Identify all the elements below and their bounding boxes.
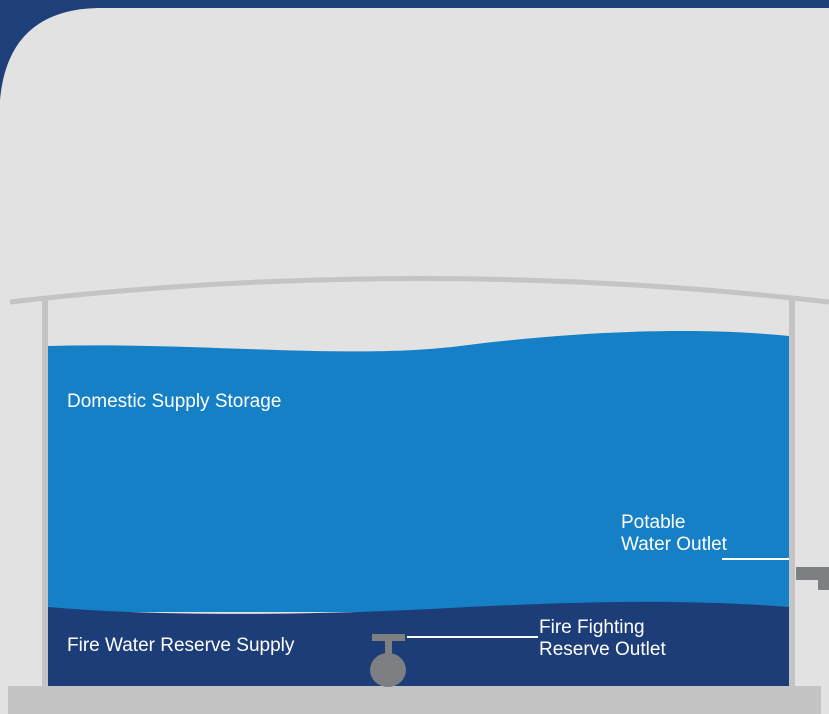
fire-outlet-label-line2: Reserve Outlet bbox=[539, 639, 666, 660]
tank-base bbox=[8, 686, 821, 714]
fire-reserve-water bbox=[48, 601, 789, 686]
tank-left-wall bbox=[42, 300, 48, 686]
potable-water-outlet-label: Potable Water Outlet bbox=[621, 512, 727, 556]
fire-fighting-reserve-outlet-label: Fire Fighting Reserve Outlet bbox=[539, 617, 666, 661]
tank-right-wall bbox=[789, 300, 795, 686]
domestic-water bbox=[48, 331, 789, 612]
potable-outlet-label-line1: Potable bbox=[621, 512, 686, 533]
fire-outlet-label-line1: Fire Fighting bbox=[539, 617, 645, 638]
potable-outlet-pipe bbox=[796, 567, 829, 590]
domestic-supply-storage-label: Domestic Supply Storage bbox=[67, 391, 282, 412]
fire-water-reserve-supply-label: Fire Water Reserve Supply bbox=[67, 635, 295, 656]
potable-outlet-label-line2: Water Outlet bbox=[621, 534, 727, 555]
fire-valve-icon bbox=[370, 634, 406, 687]
tank-roof bbox=[9, 276, 829, 305]
